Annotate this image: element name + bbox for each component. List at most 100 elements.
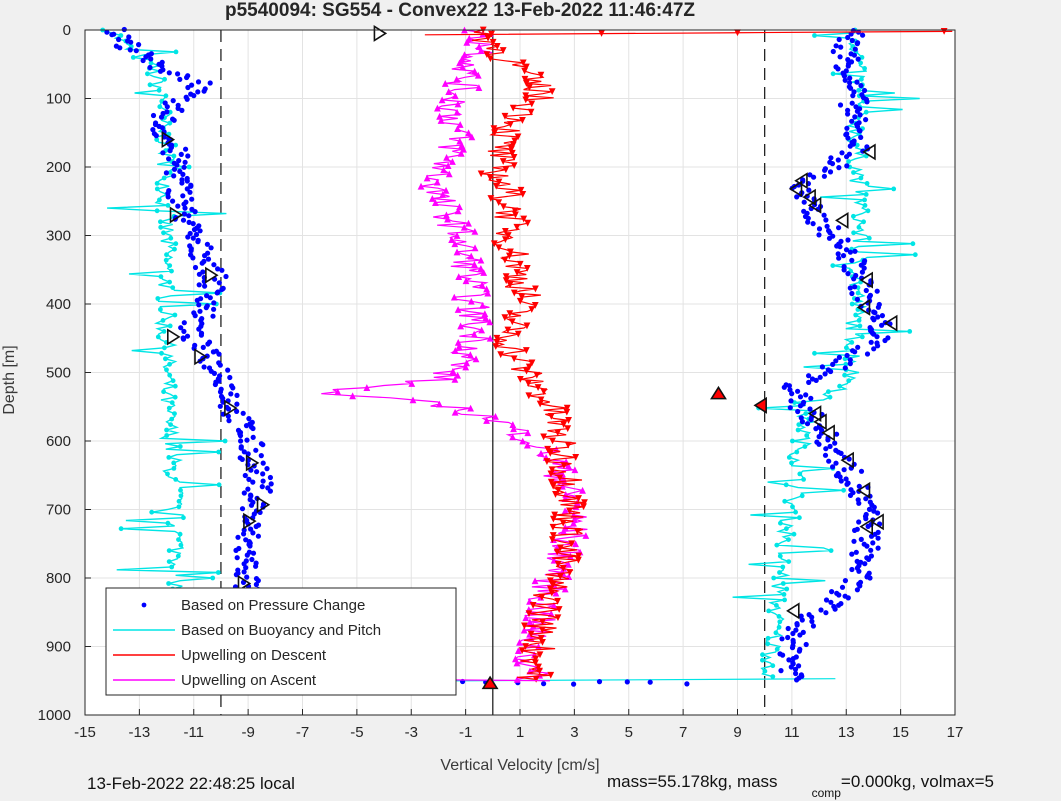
pressure-point [170, 198, 176, 204]
y-tick-label: 0 [63, 22, 71, 39]
pressure-point [253, 447, 259, 453]
pressure-point [792, 666, 799, 672]
legend-label: Based on Buoyancy and Pitch [181, 622, 381, 639]
chart-title: p5540094: SG554 - Convex22 13-Feb-2022 1… [225, 0, 695, 21]
pressure-point [809, 614, 815, 620]
buoyancy-point [849, 340, 855, 345]
buoyancy-point [172, 312, 178, 318]
upwelling-descent-marker [510, 162, 518, 170]
upwelling-descent-marker [520, 215, 528, 223]
pressure-point [837, 474, 843, 480]
buoyancy-point [154, 137, 160, 143]
upwelling-descent-marker [518, 647, 526, 655]
pressure-point [166, 156, 172, 162]
right-triangle-marker [243, 512, 257, 530]
pressure-point [807, 406, 813, 412]
upwelling-descent-marker [501, 112, 509, 120]
upwelling-descent-marker [536, 400, 544, 408]
pressure-point [832, 606, 838, 612]
pressure-point [823, 610, 829, 616]
pressure-point [864, 351, 871, 357]
buoyancy-point [856, 87, 862, 93]
pressure-point [234, 401, 240, 407]
buoyancy-point [837, 383, 842, 389]
buoyancy-point [774, 603, 779, 608]
buoyancy-point [163, 257, 169, 263]
upwelling-ascent-marker [455, 273, 463, 280]
buoyancy-point [858, 175, 864, 181]
upwelling-descent-marker [529, 602, 537, 609]
pressure-point [219, 286, 225, 292]
legend-label: Upwelling on Descent [181, 647, 327, 664]
pressure-point [196, 302, 202, 308]
pressure-point [789, 645, 796, 651]
buoyancy-point [162, 345, 167, 351]
buoyancy-point [828, 548, 834, 553]
pressure-point [180, 217, 187, 223]
pressure-point [147, 64, 153, 71]
pressure-point [797, 403, 804, 409]
upwelling-descent-marker [519, 59, 527, 67]
upwelling-ascent-marker [516, 638, 523, 646]
pressure-point [849, 37, 855, 44]
buoyancy-point [796, 422, 802, 427]
pressure-point [241, 531, 247, 537]
pressure-point [866, 556, 872, 563]
pressure-point [251, 511, 257, 517]
x-tick-label: -11 [183, 724, 204, 741]
buoyancy-point [784, 586, 790, 592]
pressure-point [211, 300, 217, 306]
buoyancy-point [793, 509, 798, 515]
pressure-point [833, 43, 839, 49]
buoyancy-point [162, 76, 168, 82]
pressure-point [847, 361, 853, 367]
buoyancy-point [795, 427, 801, 433]
buoyancy-point [771, 575, 777, 581]
buoyancy-point [149, 509, 155, 515]
buoyancy-point [863, 109, 869, 115]
pressure-point [822, 452, 829, 458]
upwelling-ascent-marker [463, 38, 471, 46]
pressure-point [828, 155, 834, 161]
upwelling-ascent-marker [444, 215, 451, 223]
pressure-point [844, 154, 850, 160]
pressure-point [190, 235, 196, 241]
upwelling-descent-marker [522, 347, 530, 354]
buoyancy-point [784, 526, 789, 532]
pressure-point [798, 613, 804, 619]
upwelling-descent-marker [575, 556, 582, 564]
footer-mass-text: mass=55.178kg, mass [607, 772, 778, 791]
pressure-point [852, 527, 858, 534]
upwelling-descent-marker [522, 92, 530, 100]
pressure-point [862, 561, 868, 567]
upwelling-descent-marker [508, 318, 516, 326]
left-triangle-marker [821, 424, 835, 442]
upwelling-ascent-marker [564, 560, 572, 568]
pressure-point [126, 34, 132, 40]
pressure-point [184, 333, 191, 339]
pressure-point [180, 171, 186, 177]
x-tick-label: -15 [74, 724, 96, 741]
upwelling-ascent-marker [484, 289, 492, 297]
pressure-point [852, 349, 858, 355]
pressure-point [833, 460, 839, 466]
pressure-point [868, 547, 874, 553]
pressure-point [845, 63, 851, 69]
upwelling-ascent-marker [579, 486, 586, 494]
pressure-point [810, 221, 816, 227]
pressure-point [866, 294, 873, 300]
upwelling-descent-marker [490, 240, 498, 248]
buoyancy-point [841, 487, 846, 493]
upwelling-ascent-marker [466, 351, 474, 359]
pressure-point [228, 391, 234, 397]
upwelling-ascent-marker [535, 643, 542, 650]
pressure-point [243, 423, 250, 429]
buoyancy-point [782, 597, 787, 603]
upwelling-ascent-marker [467, 297, 475, 305]
pressure-point [239, 456, 245, 462]
right-triangle-marker [224, 399, 238, 417]
pressure-point [211, 306, 217, 312]
buoyancy-point [167, 323, 173, 329]
pressure-point [852, 284, 858, 290]
left-triangle-marker [835, 211, 849, 229]
